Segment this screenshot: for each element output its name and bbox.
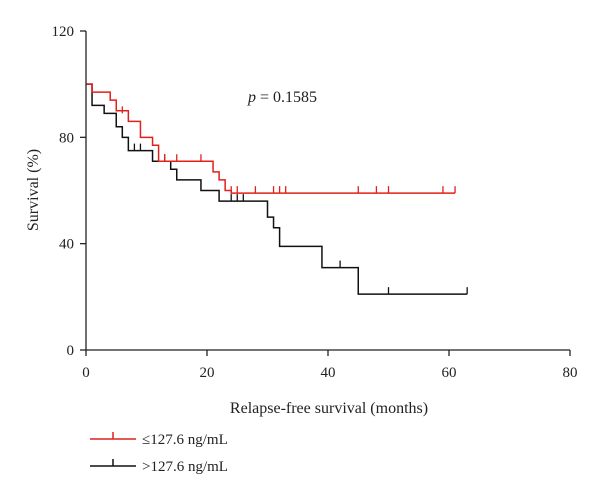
legend-label-low: ≤127.6 ng/mL xyxy=(142,432,228,448)
series-line-0 xyxy=(86,83,456,194)
x-tick-label-3: 60 xyxy=(442,365,457,381)
series-1 xyxy=(86,83,468,295)
y-axis: 0 40 80 120 xyxy=(52,24,87,359)
y-tick-label-2: 80 xyxy=(59,130,74,146)
legend-label-high: >127.6 ng/mL xyxy=(142,459,228,475)
plot-marks xyxy=(86,83,468,295)
x-tick-label-4: 80 xyxy=(563,365,578,381)
legend-item-high: >127.6 ng/mL xyxy=(90,459,228,475)
p-value-text: = 0.1585 xyxy=(256,89,317,106)
y-tick-label-0: 0 xyxy=(67,343,75,359)
p-symbol: p xyxy=(247,89,256,106)
y-tick-label-1: 40 xyxy=(59,237,74,253)
p-value-annotation: p = 0.1585 xyxy=(247,89,317,106)
x-tick-label-2: 40 xyxy=(321,365,336,381)
legend: ≤127.6 ng/mL >127.6 ng/mL xyxy=(90,432,228,475)
y-tick-label-3: 120 xyxy=(52,24,75,40)
x-axis: 0 20 40 60 80 xyxy=(82,349,578,381)
series-line-1 xyxy=(86,83,468,295)
x-axis-title: Relapse-free survival (months) xyxy=(230,400,428,417)
series-0 xyxy=(86,83,456,194)
legend-item-low: ≤127.6 ng/mL xyxy=(90,432,228,448)
x-tick-label-1: 20 xyxy=(200,365,215,381)
y-axis-title: Survival (%) xyxy=(25,149,42,231)
x-tick-label-0: 0 xyxy=(82,365,90,381)
